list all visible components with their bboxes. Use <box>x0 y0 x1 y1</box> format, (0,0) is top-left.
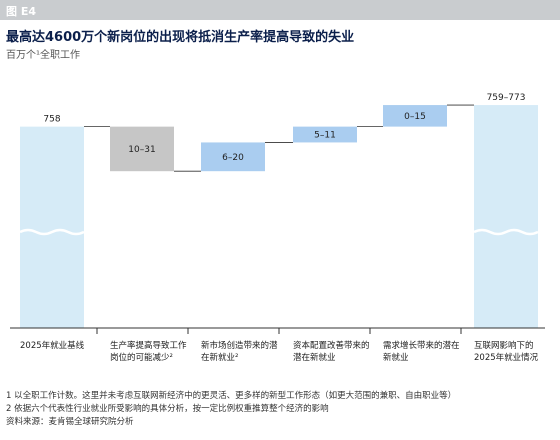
axis-break-mark-1 <box>19 228 85 236</box>
category-label-1: 2025年就业基线 <box>20 341 85 351</box>
figure-header-bar: 图 E4 <box>0 0 560 20</box>
footnote-1: 1 以全职工作计数。这里并未考虑互联网新经济中的更灵活、更多样的新型工作形态（如… <box>6 391 457 401</box>
bar-value-label-3: 6–20 <box>222 153 244 163</box>
bar-value-label-6: 759–773 <box>487 93 526 103</box>
chart-subtitle: 百万个¹全职工作 <box>6 50 81 61</box>
bar-6 <box>474 105 538 328</box>
axis-break-mark-2 <box>473 228 539 236</box>
bar-1 <box>20 126 84 328</box>
category-label-5: 需求增长带来的潜在新就业 <box>383 341 460 363</box>
bar-value-label-1: 758 <box>43 115 60 125</box>
bar-3 <box>201 142 265 172</box>
source-note: 资料来源：麦肯锡全球研究院分析 <box>6 417 134 427</box>
bar-value-label-4: 5–11 <box>314 131 336 141</box>
bar-value-label-5: 0–15 <box>404 112 426 122</box>
chart-title: 最高达4600万个新岗位的出现将抵消生产率提高导致的失业 <box>6 30 355 45</box>
category-label-3: 新市场创造带来的潜在新就业² <box>201 341 278 363</box>
figure-label: 图 E4 <box>6 5 36 18</box>
bar-5 <box>383 105 447 127</box>
category-label-2: 生产率提高导致工作岗位的可能减少² <box>110 341 187 363</box>
footnotes: 1 以全职工作计数。这里并未考虑互联网新经济中的更灵活、更多样的新型工作形态（如… <box>6 390 556 429</box>
category-label-4: 资本配置改善带来的潜在新就业 <box>293 341 370 363</box>
bar-value-label-2: 10–31 <box>128 145 155 155</box>
bar-4 <box>293 126 357 143</box>
bar-2 <box>110 126 174 172</box>
category-label-6: 互联网影响下的2025年就业情况 <box>474 341 539 363</box>
footnote-2: 2 依据六个代表性行业就业所受影响的具体分析，按一定比例权重推算整个经济的影响 <box>6 404 329 414</box>
